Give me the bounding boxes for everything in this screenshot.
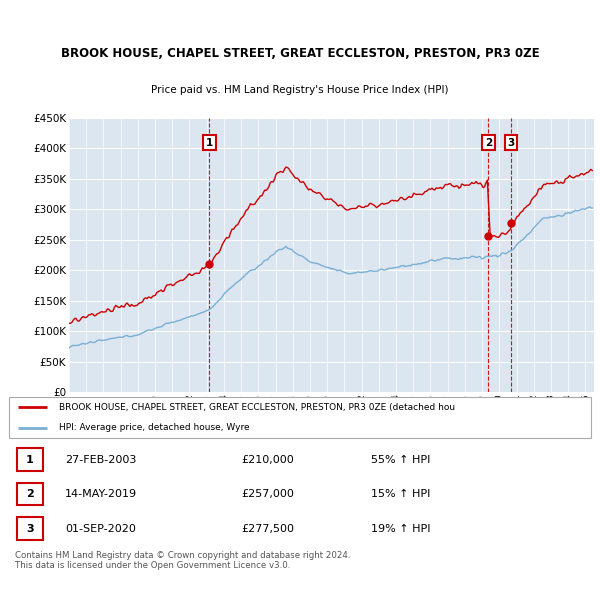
Text: 3: 3 <box>507 137 514 148</box>
Text: 01-SEP-2020: 01-SEP-2020 <box>65 523 136 533</box>
FancyBboxPatch shape <box>17 448 43 471</box>
Text: 1: 1 <box>206 137 213 148</box>
Text: 2: 2 <box>26 489 34 499</box>
Text: Price paid vs. HM Land Registry's House Price Index (HPI): Price paid vs. HM Land Registry's House … <box>151 85 449 95</box>
Text: HPI: Average price, detached house, Wyre: HPI: Average price, detached house, Wyre <box>59 423 250 432</box>
Text: £210,000: £210,000 <box>241 455 294 465</box>
Text: 14-MAY-2019: 14-MAY-2019 <box>65 489 137 499</box>
Text: Contains HM Land Registry data © Crown copyright and database right 2024.
This d: Contains HM Land Registry data © Crown c… <box>15 550 350 570</box>
Text: BROOK HOUSE, CHAPEL STREET, GREAT ECCLESTON, PRESTON, PR3 0ZE: BROOK HOUSE, CHAPEL STREET, GREAT ECCLES… <box>61 47 539 60</box>
Text: BROOK HOUSE, CHAPEL STREET, GREAT ECCLESTON, PRESTON, PR3 0ZE (detached hou: BROOK HOUSE, CHAPEL STREET, GREAT ECCLES… <box>59 403 455 412</box>
Text: 15% ↑ HPI: 15% ↑ HPI <box>371 489 430 499</box>
FancyBboxPatch shape <box>17 483 43 506</box>
Text: 55% ↑ HPI: 55% ↑ HPI <box>371 455 430 465</box>
Text: 1: 1 <box>26 455 34 465</box>
Text: 27-FEB-2003: 27-FEB-2003 <box>65 455 136 465</box>
Text: £277,500: £277,500 <box>241 523 294 533</box>
FancyBboxPatch shape <box>17 517 43 540</box>
Text: 2: 2 <box>485 137 492 148</box>
Text: £257,000: £257,000 <box>241 489 294 499</box>
Text: 3: 3 <box>26 523 34 533</box>
Text: 19% ↑ HPI: 19% ↑ HPI <box>371 523 430 533</box>
FancyBboxPatch shape <box>9 397 591 438</box>
